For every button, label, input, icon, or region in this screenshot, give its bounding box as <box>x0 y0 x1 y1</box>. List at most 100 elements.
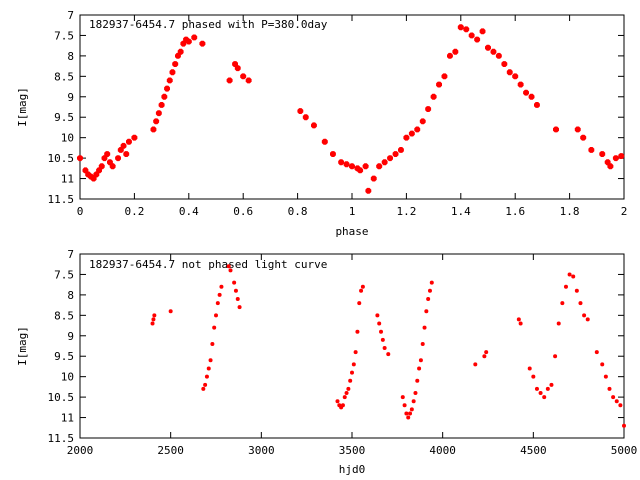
unphased-data-point <box>531 374 536 379</box>
phased-data-point <box>403 134 410 141</box>
phased-data-point <box>485 44 491 51</box>
phased-data-point <box>169 69 176 76</box>
phased-x-tick-label: 0.8 <box>288 205 308 218</box>
unphased-y-tick-label: 8 <box>67 289 74 302</box>
unphased-data-point <box>409 407 414 412</box>
phased-data-point <box>506 69 513 76</box>
unphased-data-point <box>607 386 612 391</box>
phased-data-point <box>365 187 372 194</box>
unphased-y-tick-label: 7 <box>67 248 74 261</box>
phased-x-tick-label: 1.2 <box>396 205 416 218</box>
unphased-data-point <box>516 317 521 322</box>
phased-data-point <box>490 48 497 55</box>
unphased-y-tick-label: 9 <box>67 330 74 343</box>
phased-y-tick-label: 10 <box>61 132 74 145</box>
phased-x-axis: 0 0.2 0.4 0.6 0.8 1 1.2 1.4 1.6 1.8 2 <box>77 15 627 218</box>
phased-data-point <box>474 36 481 43</box>
unphased-data-point <box>400 395 405 400</box>
phased-data-point <box>612 155 619 162</box>
unphased-data-point <box>542 395 547 400</box>
phased-data-point <box>120 142 127 149</box>
unphased-data-point <box>380 337 385 342</box>
unphased-plot-frame <box>79 253 625 439</box>
phased-data-point <box>414 126 421 133</box>
unphased-data-point <box>482 354 487 359</box>
phased-data-point <box>166 77 173 84</box>
phased-chart-title: 182937-6454.7 phased with P=380.0day <box>89 18 328 31</box>
unphased-data-point <box>214 313 218 318</box>
unphased-data-point <box>600 362 605 367</box>
unphased-data-point <box>350 370 354 375</box>
unphased-data-point <box>422 325 427 330</box>
unphased-data-point <box>379 329 384 334</box>
phased-data-point <box>398 147 404 153</box>
phased-data-point <box>330 151 336 157</box>
unphased-data-points <box>150 264 626 428</box>
phased-data-point <box>495 52 502 59</box>
phased-y-axis: 7 7.5 8 8.5 9 9.5 10 10.5 11 11.5 <box>48 9 624 206</box>
unphased-data-point <box>340 403 345 408</box>
phased-data-point <box>376 163 383 170</box>
phased-data-point <box>457 24 464 31</box>
phased-data-point <box>408 130 415 137</box>
unphased-data-point <box>578 301 583 306</box>
unphased-data-point <box>357 301 362 306</box>
phased-x-tick-label: 0.4 <box>179 205 199 218</box>
unphased-data-point <box>382 346 387 351</box>
unphased-y-tick-label: 7.5 <box>54 268 74 281</box>
unphased-data-point <box>614 399 619 404</box>
phased-x-tick-label: 0.6 <box>233 205 253 218</box>
phased-x-tick-label: 1.8 <box>560 205 580 218</box>
phased-data-point <box>517 81 524 88</box>
phased-data-point <box>226 77 233 84</box>
phased-y-axis-label: I[mag] <box>16 87 29 127</box>
phased-data-point <box>512 73 519 80</box>
phased-data-point <box>441 73 448 80</box>
phased-panel: 182937-6454.7 phased with P=380.0day 7 7.… <box>16 9 627 238</box>
phased-data-point <box>588 147 595 153</box>
unphased-x-tick-label: 4500 <box>520 444 547 457</box>
phased-data-point <box>357 167 364 174</box>
unphased-data-point <box>585 317 590 322</box>
unphased-x-tick-label: 4000 <box>429 444 456 457</box>
unphased-data-point <box>420 341 425 346</box>
unphased-data-point <box>556 321 561 326</box>
unphased-chart-title: 182937-6454.7 not phased light curve <box>89 258 327 271</box>
unphased-data-point <box>527 366 532 371</box>
phased-data-point <box>161 93 168 100</box>
phased-y-tick-label: 9.5 <box>54 111 74 124</box>
phased-data-point <box>153 118 160 125</box>
phased-data-point <box>468 32 475 39</box>
unphased-data-point <box>228 268 233 273</box>
unphased-data-point <box>622 423 626 428</box>
phased-data-point <box>245 77 252 84</box>
unphased-data-point <box>582 313 587 318</box>
unphased-y-tick-label: 8.5 <box>54 309 74 322</box>
unphased-data-point <box>348 378 353 383</box>
unphased-data-point <box>232 280 237 285</box>
phased-data-point <box>387 155 393 162</box>
phased-data-point <box>528 93 535 100</box>
unphased-data-point <box>518 321 523 326</box>
unphased-data-point <box>359 288 364 293</box>
phased-data-point <box>321 138 328 145</box>
phased-data-point <box>362 163 369 170</box>
phased-data-point <box>311 122 317 129</box>
phased-data-point <box>534 102 540 108</box>
unphased-x-tick-label: 2000 <box>67 444 94 457</box>
unphased-data-point <box>351 362 356 367</box>
phased-data-point <box>479 28 486 35</box>
unphased-x-axis-label: hjd0 <box>339 463 366 476</box>
unphased-data-point <box>386 352 391 357</box>
unphased-data-point <box>335 399 340 404</box>
phased-data-point <box>419 118 426 125</box>
unphased-data-point <box>473 362 478 367</box>
unphased-data-point <box>206 366 211 371</box>
phased-data-point <box>599 151 606 157</box>
unphased-data-point <box>571 274 576 279</box>
phased-data-point <box>463 26 470 33</box>
unphased-data-point <box>219 284 224 289</box>
unphased-x-axis: 2000 2500 3000 3500 4000 4500 5000 <box>67 254 637 457</box>
phased-data-point <box>104 151 111 157</box>
unphased-data-point <box>212 325 217 330</box>
